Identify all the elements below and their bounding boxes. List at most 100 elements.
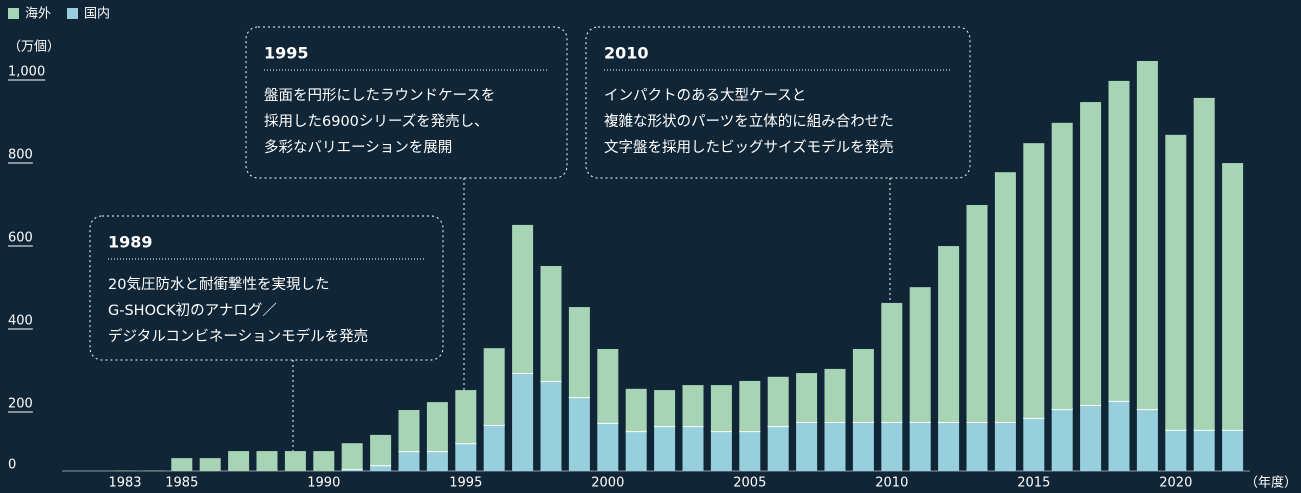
x-tick-label: 1995 — [449, 476, 482, 491]
bar-segment — [256, 451, 278, 471]
x-tick-label: 1990 — [307, 476, 340, 491]
bar-segment — [852, 348, 874, 423]
bar-segment — [1080, 102, 1102, 406]
bar-segment — [228, 451, 250, 471]
bar-segment — [1136, 60, 1158, 410]
bar-segment — [994, 172, 1016, 423]
bar-segment — [938, 246, 960, 423]
bar-segment — [540, 380, 562, 471]
bar-segment — [739, 380, 761, 432]
bar-segment — [370, 434, 392, 466]
bar-segment — [171, 458, 193, 471]
bar-segment — [938, 422, 960, 471]
callout-box — [245, 26, 568, 179]
callout-text: G-SHOCK初のアナログ／ — [108, 302, 277, 319]
bar-segment — [455, 390, 477, 444]
callout-text: 採用した6900シリーズを発売し、 — [264, 113, 489, 130]
bar-segment — [483, 424, 505, 471]
callout-text: インパクトのある大型ケースと — [604, 87, 806, 104]
bar-segment — [881, 422, 903, 471]
x-tick-label: 2015 — [1017, 476, 1050, 491]
x-tick-label: 2005 — [733, 476, 766, 491]
bar-segment — [710, 431, 732, 471]
bar-segment — [767, 426, 789, 471]
bar-segment — [1080, 405, 1102, 471]
bar-segment — [1222, 429, 1244, 471]
callout-text: 20気圧防水と耐衝撃性を実現した — [108, 276, 329, 293]
callout-text: 盤面を円形にしたラウンドケースを — [264, 87, 495, 104]
bar-segment — [852, 422, 874, 471]
x-tick-label: 2000 — [591, 476, 624, 491]
bar-segment — [796, 373, 818, 423]
bar-segment — [1193, 429, 1215, 471]
bar-segment — [625, 388, 647, 432]
legend-label: 国内 — [84, 6, 110, 22]
bar-segment — [881, 302, 903, 423]
callout-box — [585, 26, 971, 179]
bar-segment — [739, 431, 761, 471]
bar-segment — [512, 224, 534, 374]
bar-segment — [483, 348, 505, 425]
callout-box — [89, 215, 444, 361]
y-tick-label: 0 — [8, 458, 16, 473]
bar-segment — [625, 431, 647, 471]
x-unit: （年度） — [1245, 475, 1297, 491]
bar-segment — [1023, 417, 1045, 471]
bar-segment — [398, 451, 420, 471]
bar-segment — [966, 422, 988, 471]
bar-segment — [398, 409, 420, 452]
bar-segment — [426, 402, 448, 452]
bar-segment — [1023, 143, 1045, 418]
legend-label: 海外 — [25, 7, 51, 22]
bar-segment — [284, 451, 306, 471]
bar-segment — [313, 451, 335, 471]
bar-segment — [1108, 80, 1130, 401]
bar-segment — [682, 426, 704, 471]
bar-segment — [994, 422, 1016, 471]
bar-segment — [1051, 122, 1073, 410]
callout-text: デジタルコンビネーションモデルを発売 — [108, 327, 368, 345]
bar-segment — [370, 465, 392, 471]
bar-segment — [1051, 409, 1073, 471]
y-tick-label: 400 — [8, 314, 33, 329]
bar-segment — [710, 385, 732, 432]
y-tick-label: 200 — [8, 397, 33, 412]
callout-title: 1995 — [264, 44, 309, 63]
bar-segment — [512, 373, 534, 471]
y-tick-label: 600 — [8, 231, 33, 246]
x-tick-label: 2020 — [1159, 476, 1192, 491]
bar-segment — [568, 307, 590, 398]
bar-segment — [540, 265, 562, 381]
bar-segment — [767, 376, 789, 427]
bar-segment — [597, 348, 619, 423]
bar-segment — [199, 458, 221, 471]
callout-text: 複雑な形状のパーツを立体的に組み合わせた — [604, 113, 894, 130]
bar-segment — [654, 426, 676, 471]
bar-segment — [1165, 134, 1187, 430]
bar-segment — [1136, 409, 1158, 471]
bar-segment — [1108, 400, 1130, 471]
bar-segment — [824, 368, 846, 423]
y-tick-label: 800 — [8, 148, 33, 163]
bar-segment — [796, 422, 818, 471]
bar-segment — [654, 390, 676, 427]
x-tick-label: 2010 — [875, 476, 908, 491]
bar-segment — [966, 204, 988, 423]
bar-segment — [824, 422, 846, 471]
bar-segment — [682, 385, 704, 427]
callout-text: 文字盤を採用したビッグサイズモデルを発売 — [604, 138, 894, 156]
legend-swatch — [8, 8, 19, 19]
y-tick-label: 1,000 — [8, 65, 45, 80]
bar-segment — [1165, 429, 1187, 471]
x-tick-label: 1983 — [108, 476, 141, 491]
bar-segment — [455, 443, 477, 471]
bar-segment — [341, 468, 363, 471]
bar-segment — [909, 422, 931, 471]
callout-text: 多彩なバリエーションを展開 — [264, 139, 452, 156]
bar-segment — [341, 443, 363, 469]
legend-swatch — [67, 8, 79, 19]
callout-title: 1989 — [108, 233, 153, 252]
y-unit: （万個） — [8, 40, 60, 55]
bar-segment — [909, 287, 931, 423]
